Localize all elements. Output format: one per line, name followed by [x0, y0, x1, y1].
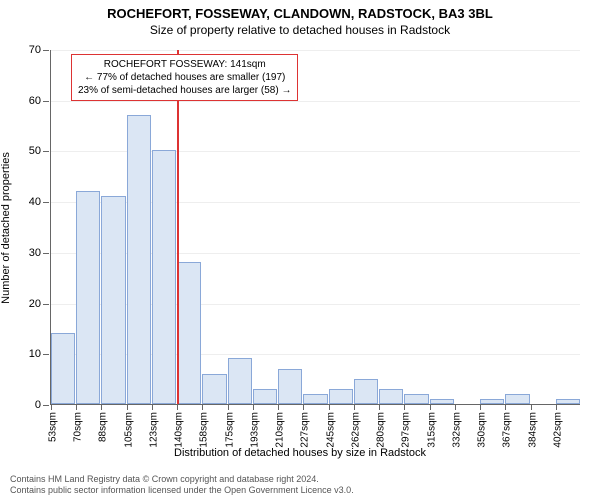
histogram-bar	[228, 358, 252, 404]
chart-footer: Contains HM Land Registry data © Crown c…	[10, 474, 354, 497]
histogram-bar	[430, 399, 454, 404]
histogram-bar	[278, 369, 302, 405]
histogram-bar	[354, 379, 378, 404]
x-tick	[505, 404, 506, 410]
y-tick	[43, 405, 49, 406]
x-tick	[51, 404, 52, 410]
x-tick	[303, 404, 304, 410]
y-tick-label: 0	[35, 399, 41, 411]
x-tick-label: 367sqm	[502, 412, 513, 448]
histogram-bar	[303, 394, 327, 404]
x-tick	[228, 404, 229, 410]
y-tick	[43, 304, 49, 305]
y-tick-label: 50	[29, 145, 41, 157]
x-tick-label: 332sqm	[451, 412, 462, 448]
x-tick-label: 227sqm	[300, 412, 311, 448]
histogram-bar	[404, 394, 428, 404]
x-tick	[278, 404, 279, 410]
y-tick	[43, 253, 49, 254]
reference-annotation: ROCHEFORT FOSSEWAY: 141sqm ← 77% of deta…	[71, 54, 298, 101]
x-tick-label: 140sqm	[174, 412, 185, 448]
x-tick-label: 402sqm	[552, 412, 563, 448]
histogram-bar	[51, 333, 75, 404]
x-tick	[480, 404, 481, 410]
x-tick-label: 193sqm	[249, 412, 260, 448]
histogram-bar	[76, 191, 100, 404]
x-tick	[531, 404, 532, 410]
x-axis-label: Distribution of detached houses by size …	[0, 447, 600, 459]
x-tick-label: 350sqm	[477, 412, 488, 448]
histogram-bar	[505, 394, 529, 404]
x-tick	[354, 404, 355, 410]
plot-area: 01020304050607053sqm70sqm88sqm105sqm123s…	[50, 50, 580, 405]
x-tick-label: 245sqm	[325, 412, 336, 448]
histogram-bar	[202, 374, 226, 404]
x-tick	[455, 404, 456, 410]
y-tick-label: 10	[29, 348, 41, 360]
y-tick-label: 20	[29, 298, 41, 310]
x-tick-label: 280sqm	[376, 412, 387, 448]
chart-title: ROCHEFORT, FOSSEWAY, CLANDOWN, RADSTOCK,…	[0, 0, 600, 21]
x-tick	[127, 404, 128, 410]
x-tick	[76, 404, 77, 410]
footer-line-1: Contains HM Land Registry data © Crown c…	[10, 474, 354, 485]
histogram-bar	[152, 150, 176, 404]
x-tick	[101, 404, 102, 410]
annotation-line-1: ROCHEFORT FOSSEWAY: 141sqm	[78, 58, 291, 71]
x-tick-label: 315sqm	[426, 412, 437, 448]
histogram-bar	[177, 262, 201, 404]
x-tick	[379, 404, 380, 410]
annotation-line-3: 23% of semi-detached houses are larger (…	[78, 84, 291, 97]
y-tick	[43, 101, 49, 102]
x-tick-label: 210sqm	[275, 412, 286, 448]
y-tick-label: 70	[29, 44, 41, 56]
x-tick-label: 384sqm	[527, 412, 538, 448]
x-tick	[177, 404, 178, 410]
gridline	[51, 50, 580, 51]
x-tick	[430, 404, 431, 410]
x-tick	[404, 404, 405, 410]
y-tick	[43, 202, 49, 203]
x-tick	[556, 404, 557, 410]
x-tick-label: 105sqm	[123, 412, 134, 448]
x-tick-label: 175sqm	[224, 412, 235, 448]
histogram-bar	[127, 115, 151, 404]
y-tick-label: 30	[29, 247, 41, 259]
histogram-bar	[480, 399, 504, 404]
reference-line	[177, 50, 179, 404]
x-tick-label: 53sqm	[48, 412, 59, 442]
x-tick-label: 70sqm	[73, 412, 84, 442]
x-tick-label: 88sqm	[98, 412, 109, 442]
x-tick-label: 297sqm	[401, 412, 412, 448]
y-tick	[43, 354, 49, 355]
x-tick-label: 123sqm	[148, 412, 159, 448]
y-axis-label: Number of detached properties	[0, 152, 12, 304]
histogram-bar	[379, 389, 403, 404]
x-tick	[253, 404, 254, 410]
histogram-bar	[556, 399, 580, 404]
histogram-bar	[101, 196, 125, 404]
y-tick-label: 40	[29, 196, 41, 208]
x-tick	[202, 404, 203, 410]
x-tick-label: 262sqm	[350, 412, 361, 448]
chart-subtitle: Size of property relative to detached ho…	[0, 21, 600, 41]
histogram-bar	[253, 389, 277, 404]
histogram-bar	[329, 389, 353, 404]
y-tick	[43, 151, 49, 152]
x-tick-label: 158sqm	[199, 412, 210, 448]
x-tick	[329, 404, 330, 410]
x-tick	[152, 404, 153, 410]
footer-line-2: Contains public sector information licen…	[10, 485, 354, 496]
y-tick	[43, 50, 49, 51]
y-tick-label: 60	[29, 95, 41, 107]
annotation-line-2: ← 77% of detached houses are smaller (19…	[78, 71, 291, 84]
histogram-chart: ROCHEFORT, FOSSEWAY, CLANDOWN, RADSTOCK,…	[0, 0, 600, 500]
